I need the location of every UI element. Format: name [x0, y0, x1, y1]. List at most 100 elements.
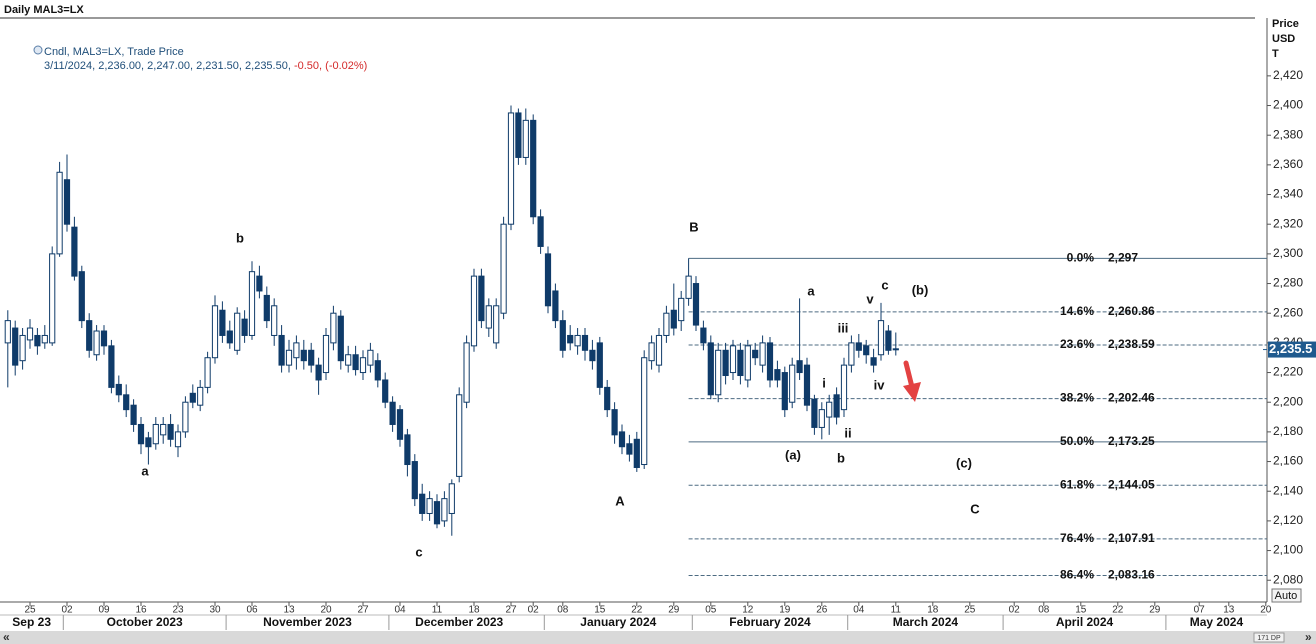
candle-body	[670, 309, 677, 329]
wave-label: a	[141, 463, 149, 478]
wave-label: A	[615, 493, 625, 508]
candle-body	[633, 438, 640, 468]
x-tick-label: 08	[1038, 605, 1050, 616]
month-label: October 2023	[107, 615, 183, 629]
candle-body	[396, 409, 404, 440]
candle-body	[678, 297, 685, 322]
month-label: November 2023	[263, 615, 352, 629]
scrollbar[interactable]	[0, 631, 1316, 644]
candle-body	[448, 483, 455, 514]
x-tick-label: 29	[668, 605, 680, 616]
x-tick-label: 05	[705, 605, 717, 616]
candle-body	[108, 345, 115, 388]
candle-body	[574, 334, 581, 347]
auto-button[interactable]	[1271, 588, 1302, 603]
y-tick-label: 2,080	[1273, 572, 1303, 586]
x-tick-label: 25	[24, 605, 36, 616]
wave-label: (a)	[785, 447, 801, 462]
x-tick-label: 19	[779, 605, 791, 616]
candle-body	[589, 349, 596, 362]
wave-label: (c)	[956, 455, 972, 470]
candle-body	[441, 498, 448, 522]
candle-body	[811, 398, 818, 428]
x-tick-label: 26	[816, 605, 828, 616]
candle-body	[870, 357, 877, 366]
fib-level: 0.0%	[1067, 250, 1095, 264]
candle-body	[315, 364, 322, 381]
candle-body	[796, 360, 803, 374]
candle-body	[345, 354, 352, 366]
candle-body	[285, 349, 293, 366]
wave-label: b	[837, 450, 845, 465]
x-tick-label: 18	[468, 605, 480, 616]
auto-label[interactable]: Auto	[1275, 590, 1298, 602]
candle-body	[722, 349, 729, 377]
month-label: December 2023	[415, 615, 503, 629]
candle-body	[130, 404, 137, 425]
candle-body	[507, 112, 515, 225]
x-tick-label: 02	[528, 605, 540, 616]
x-tick-label: 27	[505, 605, 517, 616]
candle-body	[137, 423, 145, 445]
wave-label: B	[689, 219, 698, 234]
candle-body	[256, 275, 263, 292]
candle-body	[604, 386, 611, 411]
fib-level: 86.4%	[1060, 568, 1094, 582]
candle-body	[248, 271, 256, 336]
candle-body	[367, 349, 374, 366]
candle-body	[152, 423, 159, 445]
x-tick-label: 04	[394, 605, 406, 616]
candle-body	[174, 431, 182, 448]
x-tick-label: 11	[891, 605, 902, 616]
candle-body	[204, 357, 211, 388]
wave-label: v	[866, 291, 874, 306]
candle-body	[611, 409, 618, 436]
x-tick-label: 11	[432, 605, 443, 616]
candle-body	[530, 119, 537, 218]
candle-body	[322, 334, 330, 374]
x-tick-label: 25	[964, 605, 976, 616]
candle-body	[211, 305, 219, 359]
wave-label: iii	[838, 320, 849, 335]
wave-label: c	[881, 277, 888, 292]
candle-body	[359, 357, 367, 374]
y-tick-label: 2,320	[1273, 216, 1303, 230]
y-tick-label: 2,300	[1273, 246, 1303, 260]
scroll-left[interactable]: «	[3, 630, 10, 644]
candle-body	[160, 423, 167, 436]
scroll-right[interactable]: »	[1305, 630, 1312, 644]
candle-body	[123, 394, 130, 411]
legend-change: -0.50, (-0.02%)	[294, 60, 367, 72]
wave-label: C	[970, 501, 980, 516]
x-tick-label: 15	[594, 605, 606, 616]
candle-body	[426, 498, 433, 514]
candle-body	[293, 342, 300, 359]
wave-label: c	[415, 544, 422, 559]
y-axis-label: USD	[1272, 33, 1295, 45]
x-tick-label: 22	[631, 605, 643, 616]
y-tick-label: 2,100	[1273, 543, 1303, 557]
candle-body	[877, 320, 885, 356]
x-tick-label: 06	[246, 605, 258, 616]
candle-body	[330, 312, 337, 344]
candle-body	[352, 354, 359, 371]
candle-body	[803, 364, 811, 406]
zoom-label: 171 DP	[1257, 635, 1281, 642]
candle-body	[234, 312, 241, 351]
candle-body	[818, 409, 825, 428]
fib-level: 23.6%	[1060, 337, 1094, 351]
candle-body	[419, 493, 426, 514]
candle-body	[4, 320, 11, 344]
fib-value: 2,144.05	[1108, 477, 1155, 491]
y-axis-label: Price	[1272, 18, 1299, 30]
y-tick-label: 2,420	[1273, 68, 1303, 82]
x-tick-label: 18	[927, 605, 939, 616]
legend-values: 3/11/2024, 2,236.00, 2,247.00, 2,231.50,…	[44, 60, 367, 72]
y-tick-label: 2,160	[1273, 454, 1303, 468]
y-tick-label: 2,400	[1273, 98, 1303, 112]
candle-body	[337, 315, 344, 362]
candle-body	[848, 342, 855, 366]
candle-body	[389, 401, 396, 425]
candle-body	[863, 345, 870, 356]
wave-label: ii	[844, 425, 851, 440]
